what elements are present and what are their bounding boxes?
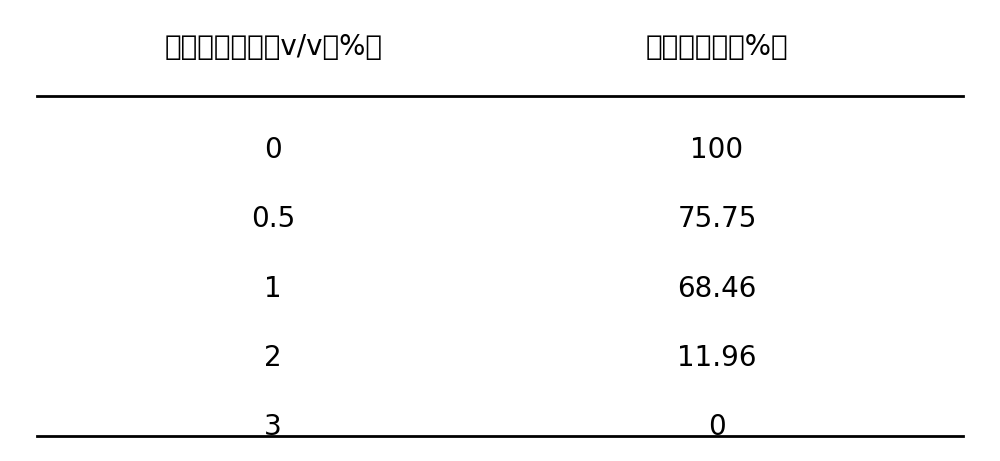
Text: 1: 1 [264,275,282,302]
Text: 0: 0 [708,413,726,441]
Text: 68.46: 68.46 [677,275,757,302]
Text: 100: 100 [690,136,744,164]
Text: 2: 2 [264,344,282,372]
Text: 0: 0 [264,136,282,164]
Text: 11.96: 11.96 [677,344,757,372]
Text: 戊二醛水溶液（v/v，%）: 戊二醛水溶液（v/v，%） [164,33,382,61]
Text: 0.5: 0.5 [251,205,295,233]
Text: 75.75: 75.75 [677,205,757,233]
Text: 3: 3 [264,413,282,441]
Text: 酶活回收率（%）: 酶活回收率（%） [646,33,788,61]
